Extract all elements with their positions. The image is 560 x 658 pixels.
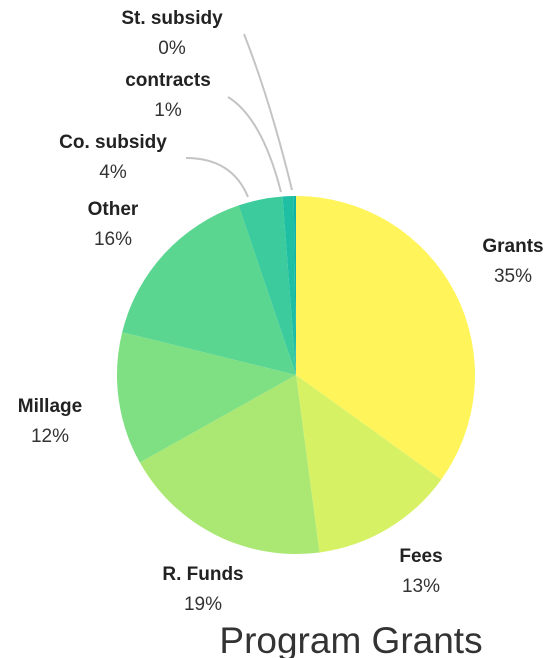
slice-percent-grants: 35% — [494, 266, 532, 287]
pie-slice-co-subsidy — [238, 196, 296, 375]
pie-slice-other — [122, 205, 296, 375]
slice-label-co-subsidy: Co. subsidy — [59, 132, 167, 153]
pie-slice-contracts — [282, 196, 296, 375]
slice-label-contracts: contracts — [125, 70, 211, 91]
slice-label-fees: Fees — [399, 546, 442, 567]
pie-slice-st-subsidy — [293, 196, 296, 375]
slice-percent-fees: 13% — [402, 576, 440, 597]
chart-title: Program Grants — [219, 620, 482, 658]
slice-percent-contracts: 1% — [154, 100, 182, 121]
slice-percent-r-funds: 19% — [184, 594, 222, 615]
pie-slice-grants — [296, 196, 475, 480]
pie-slices — [117, 196, 475, 554]
slice-label-r-funds: R. Funds — [162, 564, 243, 585]
pie-slice-r-funds — [139, 375, 320, 554]
leader-line-contracts — [227, 96, 282, 193]
leader-line-co-subsidy — [185, 157, 249, 198]
slice-label-grants: Grants — [482, 236, 543, 257]
slice-label-st-subsidy: St. subsidy — [121, 8, 223, 29]
slice-percent-st-subsidy: 0% — [158, 38, 186, 59]
slice-label-millage: Millage — [18, 396, 82, 417]
pie-slice-fees — [296, 375, 442, 553]
slice-percent-co-subsidy: 4% — [99, 162, 127, 183]
leader-line-st-subsidy — [243, 33, 293, 191]
slice-percent-millage: 12% — [31, 426, 69, 447]
slice-labels: Grants 35% Fees 13% R. Funds 19% Millage 12% Oth… — [18, 8, 544, 615]
slice-label-other: Other — [88, 199, 139, 220]
slice-percent-other: 16% — [94, 229, 132, 250]
pie-slice-millage — [117, 332, 296, 463]
leader-lines — [185, 33, 293, 198]
